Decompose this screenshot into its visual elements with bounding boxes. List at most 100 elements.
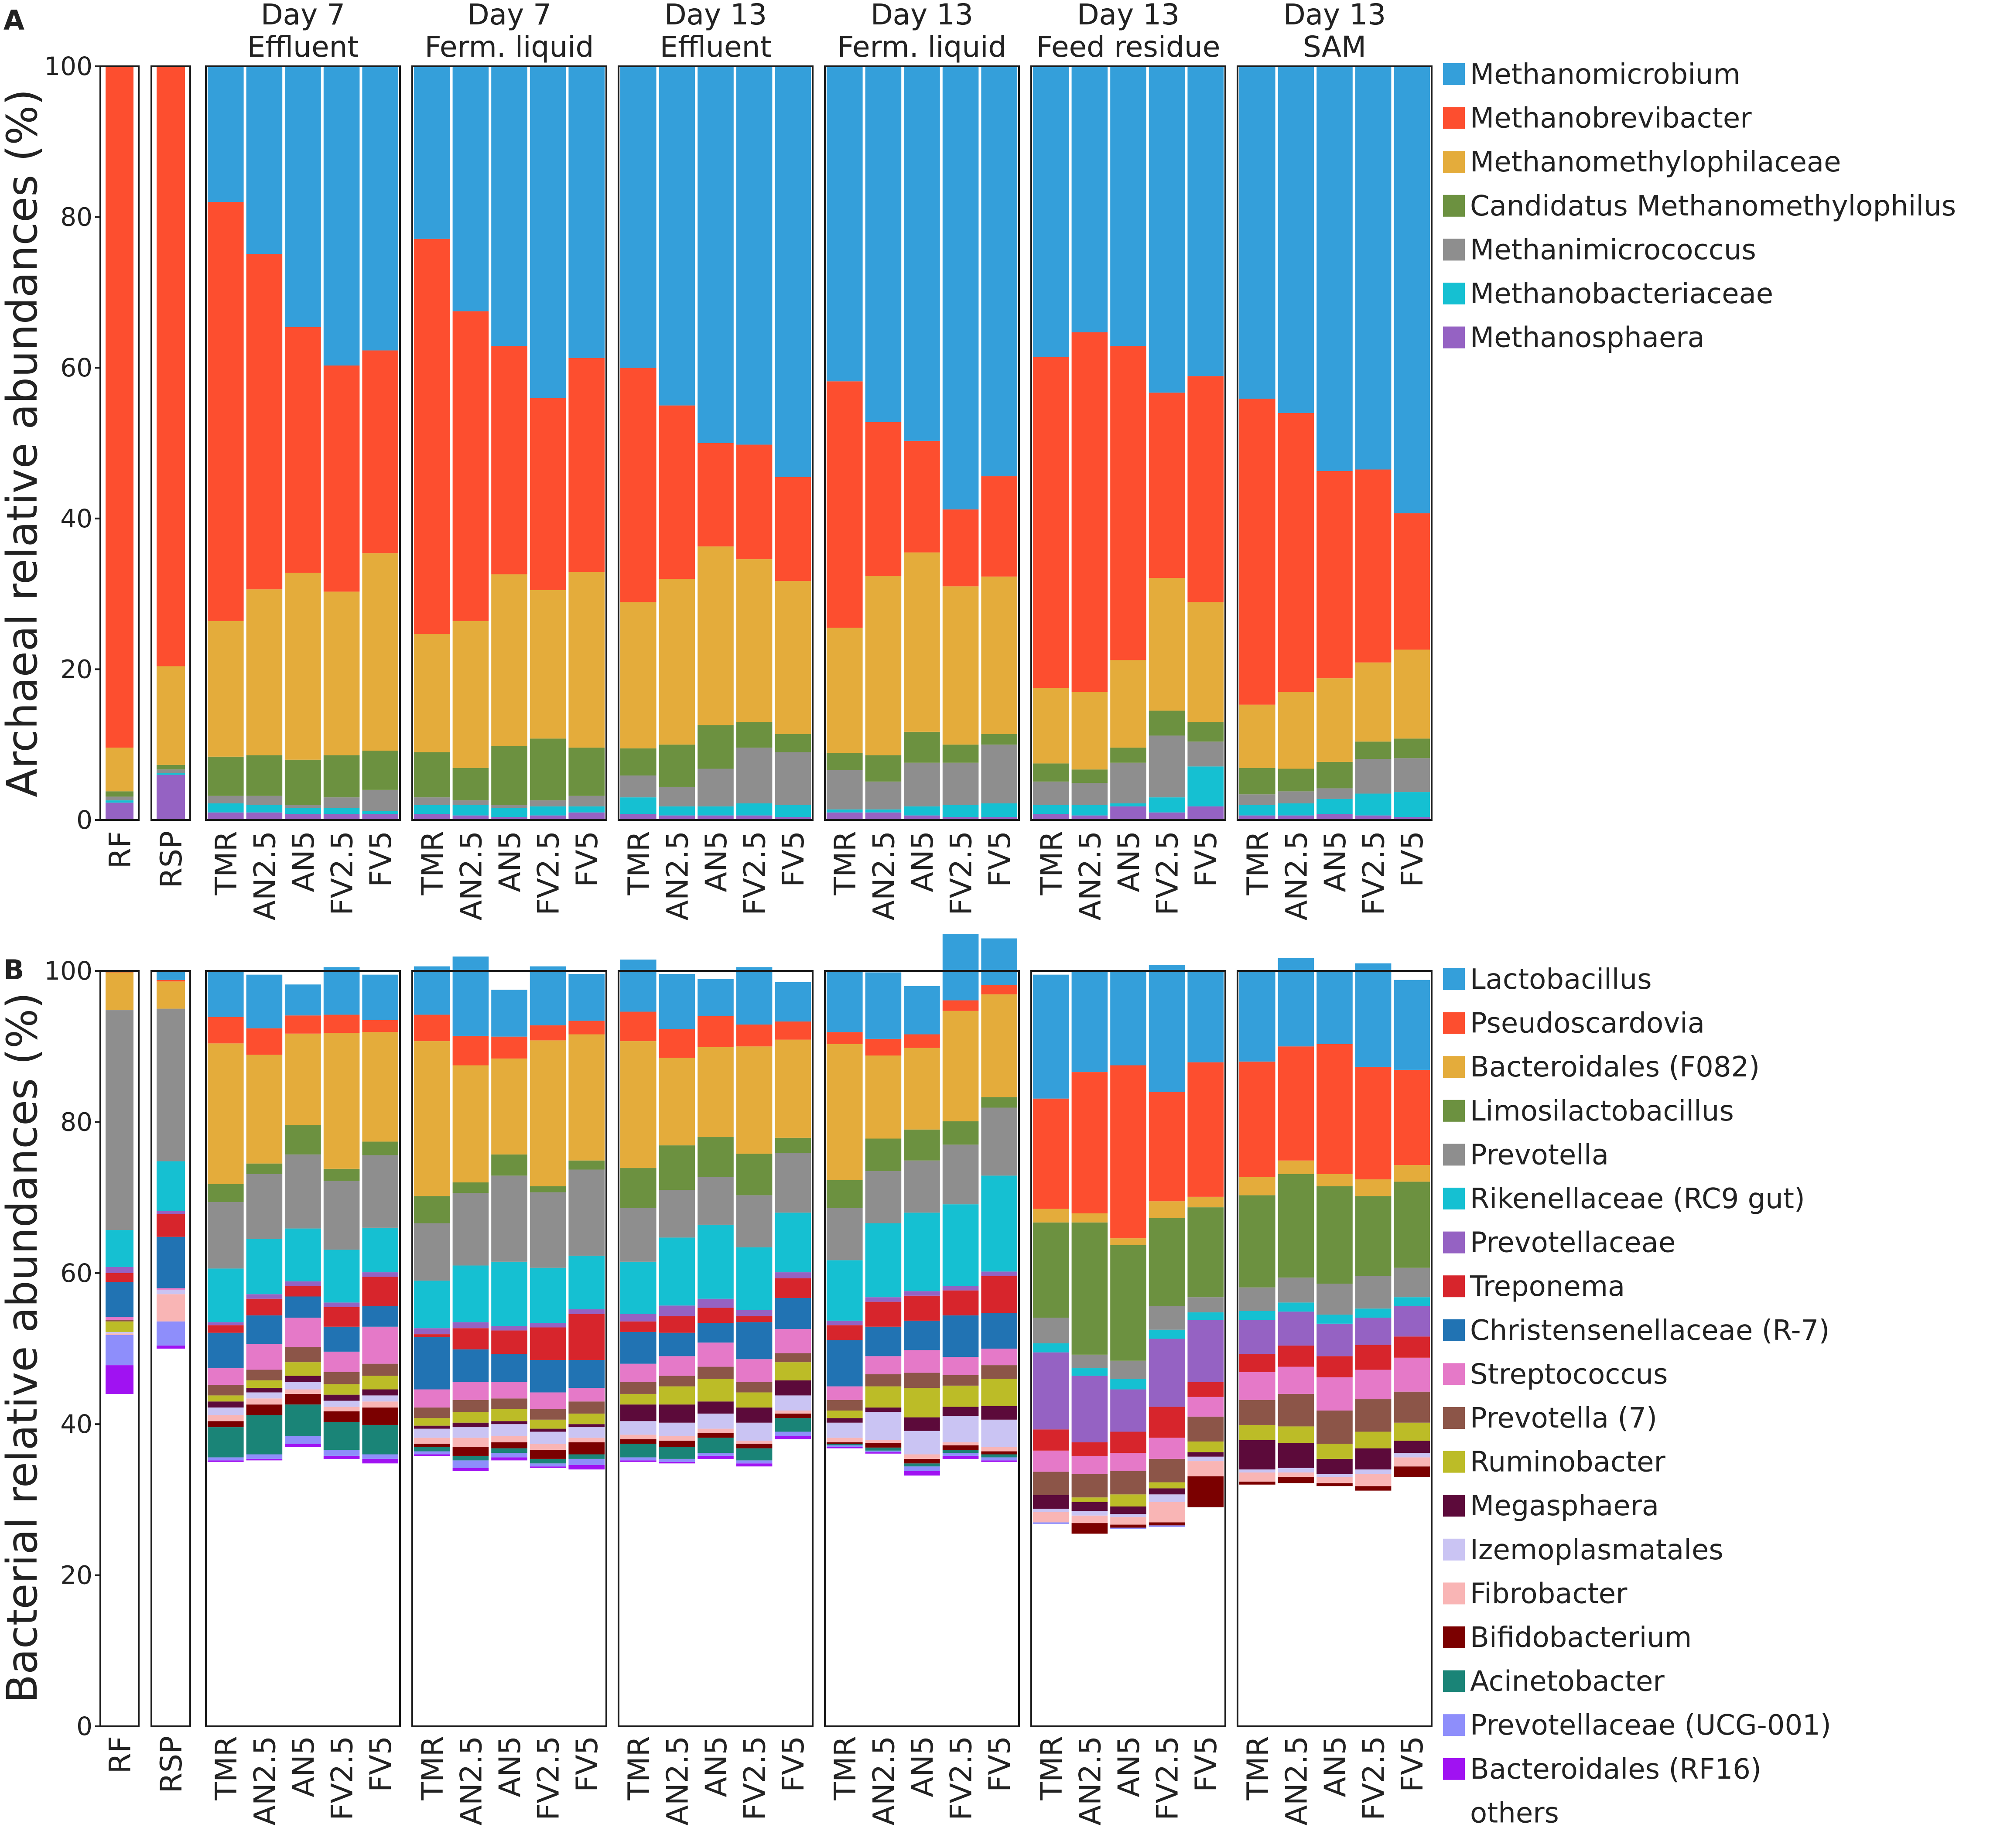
panel-b-bar-segment-fv2-5-megasphaera	[736, 1407, 773, 1423]
legend-item: Limosilactobacillus	[1443, 1095, 1734, 1127]
panel-b-bar-segment-tmr-streptococcus	[827, 1386, 863, 1400]
panel-a-bar-segment-fv5-methanomethylophilaceae	[775, 581, 811, 734]
panel-a-bar-segment-fv2-5-methanobacteriaceae	[942, 805, 979, 817]
legend-item: Prevotella (7)	[1443, 1402, 1657, 1435]
panel-b-bar-segment-fv5-treponema	[981, 1276, 1017, 1313]
panel-b-bar-segment-fv2-5-pseudoscardovia	[323, 1015, 360, 1033]
panel-b-bar-segment-fv5-izemoplasmatales	[362, 1395, 398, 1402]
panel-b-bar-segment-fv2-5-limosilactobacillus	[530, 1186, 566, 1192]
panel-b-bar-segment-an2-5-acinetobacter	[452, 1455, 489, 1461]
panel-b-bar-segment-fv5-pseudoscardovia	[1394, 1069, 1430, 1165]
panel-b-bar-segment-an2-5-bacteroidales-f082	[1278, 1160, 1314, 1174]
panel-b-group-title: Day 13	[1077, 0, 1180, 31]
panel-b-bar-segment-an2-5-rikenellaceae-rc9-gut	[1278, 1302, 1314, 1312]
panel-b-frame	[1237, 970, 1433, 1727]
panel-b-bar-segment-an5-pseudoscardovia	[1316, 1044, 1353, 1174]
panel-b-bar-segment-tmr-bacteroidales-f082	[620, 1041, 656, 1168]
panel-b-bar-segment-fv2-5-prevotellaceae-ucg-001	[530, 1463, 566, 1467]
panel-a-bar-segment-an5-methanimicrococcus	[904, 762, 940, 806]
panel-b-bar-segment-fv2-5-christensenellaceae-r-7	[942, 1315, 979, 1357]
panel-b-bar-segment-fv2-5-prevotellaceae-ucg-001	[736, 1460, 773, 1464]
panel-a-bar-segment-an2-5-methanomicrobium	[452, 66, 489, 311]
panel-a-bar-segment-fv5-candidatus-methanomethylophilus	[775, 734, 811, 752]
panel-b-bar-segment-tmr-megasphaera	[827, 1418, 863, 1423]
panel-a-x-tick-label: AN5	[906, 831, 940, 892]
panel-a-bar-segment-fv5-methanimicrococcus	[981, 745, 1017, 803]
panel-b-bar-segment-an5-bacteroidales-rf16	[698, 1455, 734, 1459]
legend-label: Methanobrevibacter	[1470, 102, 1752, 135]
panel-b-bar-segment-rsp-fibrobacter	[157, 1294, 185, 1322]
panel-b-bar-segment-fv5-prevotellaceae-ucg-001	[775, 1431, 811, 1436]
panel-b-bar-segment-fv5-izemoplasmatales	[1187, 1456, 1224, 1462]
panel-b-bar-segment-tmr-fibrobacter	[1239, 1472, 1275, 1482]
panel-b-bar-segment-an5-limosilactobacillus	[285, 1125, 321, 1155]
panel-b-bar-segment-an2-5-rikenellaceae-rc9-gut	[1071, 1368, 1108, 1376]
panel-a-bar-segment-an2-5-methanosphaera	[1278, 815, 1314, 820]
panel-b-bar-segment-an5-limosilactobacillus	[491, 1154, 527, 1176]
panel-b-bar-segment-fv2-5-prevotellaceae	[736, 1310, 773, 1316]
panel-b-bar-segment-fv2-5-rikenellaceae-rc9-gut	[1355, 1308, 1392, 1318]
panel-b-x-tick-label: AN5	[1112, 1736, 1146, 1797]
panel-a-bar-segment-tmr-methanomicrobium	[827, 66, 863, 382]
legend-swatch-lactobacillus	[1443, 968, 1465, 990]
panel-b-bar-segment-an5-prevotellaceae	[904, 1291, 940, 1296]
panel-a-group-day-13-effluent: TMR AN2.5 AN5 FV2.5 FV5	[618, 65, 814, 921]
panel-b-bar-segment-tmr-pseudoscardovia	[620, 1011, 656, 1042]
panel-b-bar-segment-tmr-prevotellaceae-ucg-001	[414, 1451, 450, 1455]
panel-a-letter: A	[3, 4, 24, 36]
panel-a-x-tick-label: FV5	[1189, 831, 1224, 887]
legend-item: Christensenellaceae (R-7)	[1443, 1315, 1829, 1347]
panel-a-y-tick-label: 20	[60, 654, 92, 684]
panel-a-bar-segment-fv5-methanomicrobium	[362, 66, 398, 351]
panel-b-bar-segment-tmr-christensenellaceae-r-7	[208, 1332, 244, 1369]
panel-a-bar-segment-fv2-5-candidatus-methanomethylophilus	[1355, 741, 1392, 759]
panel-b-bar-segment-fv2-5-izemoplasmatales	[736, 1422, 773, 1441]
panel-a-bar-segment-an2-5-methanobrevibacter	[865, 422, 902, 576]
panel-b-bar-segment-an5-acinetobacter	[491, 1448, 527, 1453]
legend-swatch-bifidobacterium	[1443, 1626, 1465, 1648]
panel-b-bar-segment-an2-5-pseudoscardovia	[1071, 1072, 1108, 1213]
panel-b-bar-segment-fv2-5-lactobacillus	[1355, 963, 1392, 1067]
panel-b-group-rf: RF	[99, 970, 140, 1773]
panel-b-bar-segment-fv2-5-rikenellaceae-rc9-gut	[530, 1267, 566, 1323]
panel-b-bar-segment-tmr-pseudoscardovia	[1033, 1098, 1069, 1209]
panel-a-bar-segment-fv5-methanimicrococcus	[1394, 758, 1430, 792]
panel-b-bar-segment-fv5-others	[775, 1439, 811, 1726]
panel-a-x-tick-label: FV2.5	[532, 831, 566, 915]
panel-a-x-tick-label: RF	[103, 831, 137, 868]
panel-b-x-tick-label: AN2.5	[660, 1736, 695, 1826]
panel-b-bar-segment-fv5-limosilactobacillus	[568, 1160, 605, 1170]
panel-a-bar-segment-fv5-methanobacteriaceae	[981, 803, 1017, 817]
panel-a-bar-segment-fv2-5-methanimicrococcus	[942, 762, 979, 805]
legend-label: Ruminobacter	[1470, 1446, 1666, 1479]
panel-b-bar-segment-fv2-5-others	[736, 1466, 773, 1726]
panel-b-bar-segment-tmr-pseudoscardovia	[1239, 1061, 1275, 1177]
panel-a-bar-segment-rf-methanobrevibacter	[106, 66, 133, 748]
panel-b-bar-segment-fv2-5-bacteroidales-f082	[1149, 1201, 1185, 1218]
panel-a-x-tick-label: AN5	[1318, 831, 1353, 892]
panel-b-bar-segment-fv2-5-others	[323, 1459, 360, 1726]
panel-b-bar-segment-fv2-5-pseudoscardovia	[1149, 1092, 1185, 1202]
panel-b-bar-segment-fv5-others	[981, 1462, 1017, 1726]
legend-swatch-streptococcus	[1443, 1363, 1465, 1385]
panel-a-bar-segment-tmr-methanobacteriaceae	[1239, 805, 1275, 816]
panel-b-x-tick-label: FV5	[1189, 1736, 1224, 1792]
panel-b-bar-segment-an5-streptococcus	[1110, 1453, 1146, 1471]
panel-b-bar-segment-tmr-prevotellaceae	[1239, 1320, 1275, 1354]
panel-a-bar-segment-an2-5-methanosphaera	[246, 812, 283, 820]
panel-a-bar-segment-fv5-candidatus-methanomethylophilus	[1394, 738, 1430, 758]
legend-label: Methanomicrobium	[1470, 58, 1740, 91]
panel-b-bar-segment-an2-5-limosilactobacillus	[1278, 1174, 1314, 1278]
panel-b-bar-segment-fv5-bacteroidales-f082	[1187, 1196, 1224, 1208]
panel-b-bar-segment-fv5-prevotella	[1187, 1297, 1224, 1312]
legend-swatch-ruminobacter	[1443, 1451, 1465, 1473]
legend-label: Fibrobacter	[1470, 1578, 1628, 1610]
panel-a-x-tick-label: AN2.5	[1073, 831, 1108, 921]
panel-b-bar-segment-fv5-streptococcus	[362, 1326, 398, 1364]
legend-swatch-prevotella	[1443, 1144, 1465, 1166]
panel-b-bar-segment-tmr-treponema	[827, 1325, 863, 1340]
panel-a-group-rf: RF	[99, 65, 140, 868]
panel-b-bar-segment-fv5-bifidobacterium	[1394, 1466, 1430, 1477]
panel-b-bar-segment-fv5-prevotellaceae-ucg-001	[568, 1459, 605, 1465]
panel-b-bar-segment-an5-prevotellaceae-ucg-001	[1110, 1527, 1146, 1529]
